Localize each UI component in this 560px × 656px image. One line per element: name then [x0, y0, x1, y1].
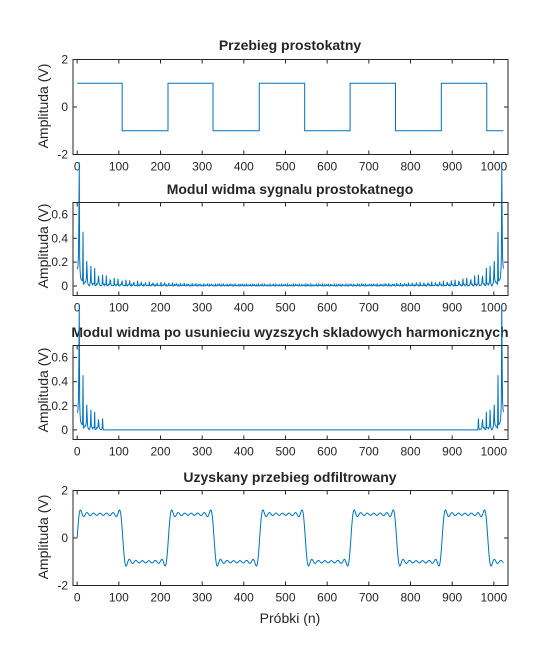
x-tick-label: 0: [74, 445, 81, 459]
x-tick-label: 400: [234, 160, 254, 174]
panel-spectrum: Modul widma sygnalu prostokatnego Amplit…: [35, 162, 509, 315]
y-tick-label: 2: [61, 53, 68, 67]
y-tick-label: 0.6: [51, 351, 68, 365]
x-tick-label: 100: [109, 301, 129, 315]
y-axis-label: Amplituda (V): [35, 64, 51, 149]
x-tick-label: 900: [442, 591, 462, 605]
x-tick-label: 200: [150, 591, 170, 605]
y-axis-label: Amplituda (V): [35, 495, 51, 580]
x-tick-label: 400: [234, 445, 254, 459]
x-tick-label: 600: [317, 301, 337, 315]
x-tick-label: 800: [400, 445, 420, 459]
panel-filtered-spectrum: Modul widma po usunieciu wyzszych sklado…: [35, 304, 509, 459]
x-tick-label: 100: [109, 160, 129, 174]
y-tick-label: 0: [61, 279, 68, 293]
series-line: [76, 509, 504, 567]
x-tick-label: 400: [234, 301, 254, 315]
x-tick-label: 200: [150, 160, 170, 174]
x-tick-label: 800: [400, 591, 420, 605]
x-tick-label: 600: [317, 445, 337, 459]
x-tick-label: 200: [150, 301, 170, 315]
y-tick-label: 0.6: [51, 207, 68, 221]
series-line: [76, 304, 504, 431]
x-tick-label: 500: [275, 160, 295, 174]
x-tick-label: 600: [317, 591, 337, 605]
y-tick-label: 0.2: [51, 255, 68, 269]
y-tick-label: 0: [61, 100, 68, 114]
y-tick-label: 0.2: [51, 399, 68, 413]
x-tick-label: 400: [234, 591, 254, 605]
axes-frame: [72, 345, 509, 440]
x-axis-label: Próbki (n): [260, 610, 321, 626]
y-axis-label: Amplituda (V): [35, 348, 51, 433]
x-tick-label: 500: [275, 301, 295, 315]
panel-title: Modul widma sygnalu prostokatnego: [167, 181, 414, 197]
axes-frame: [72, 490, 509, 586]
x-tick-label: 300: [192, 591, 212, 605]
x-tick-label: 900: [442, 160, 462, 174]
y-tick-label: 0.4: [51, 231, 68, 245]
x-tick-label: 0: [74, 160, 81, 174]
panel-title: Uzyskany przebieg odfiltrowany: [183, 469, 396, 485]
x-tick-label: 300: [192, 301, 212, 315]
x-tick-label: 1000: [480, 445, 507, 459]
y-tick-label: -2: [57, 579, 68, 593]
panel-square-wave: Przebieg prostokatny Amplituda (V) 0 100 2…: [35, 37, 509, 174]
x-tick-label: 0: [74, 591, 81, 605]
x-tick-label: 600: [317, 160, 337, 174]
y-tick-label: 2: [61, 484, 68, 498]
x-tick-label: 700: [359, 301, 379, 315]
x-tick-label: 200: [150, 445, 170, 459]
x-tick-label: 100: [109, 591, 129, 605]
x-tick-label: 500: [275, 445, 295, 459]
x-tick-label: 0: [74, 301, 81, 315]
y-tick-label: 0: [61, 531, 68, 545]
y-tick-label: 0: [61, 423, 68, 437]
x-tick-label: 1000: [480, 591, 507, 605]
axes-frame: [72, 59, 509, 155]
y-axis-label: Amplituda (V): [35, 204, 51, 289]
y-tick-label: -2: [57, 148, 68, 162]
panel-title: Przebieg prostokatny: [219, 37, 362, 53]
x-tick-label: 900: [442, 445, 462, 459]
x-tick-label: 100: [109, 445, 129, 459]
panel-title: Modul widma po usunieciu wyzszych sklado…: [71, 324, 508, 340]
x-tick-label: 1000: [480, 301, 507, 315]
x-tick-label: 300: [192, 160, 212, 174]
x-tick-label: 900: [442, 301, 462, 315]
y-tick-label: 0.4: [51, 375, 68, 389]
x-tick-label: 1000: [480, 160, 507, 174]
x-tick-label: 500: [275, 591, 295, 605]
x-tick-label: 800: [400, 301, 420, 315]
x-tick-label: 800: [400, 160, 420, 174]
panel-filtered-wave: Uzyskany przebieg odfiltrowany Amplituda…: [35, 469, 509, 626]
x-tick-label: 700: [359, 445, 379, 459]
x-tick-label: 700: [359, 591, 379, 605]
x-tick-label: 300: [192, 445, 212, 459]
series-line: [76, 162, 504, 287]
series-line: [77, 82, 504, 132]
axes-frame: [72, 202, 509, 296]
x-tick-label: 700: [359, 160, 379, 174]
